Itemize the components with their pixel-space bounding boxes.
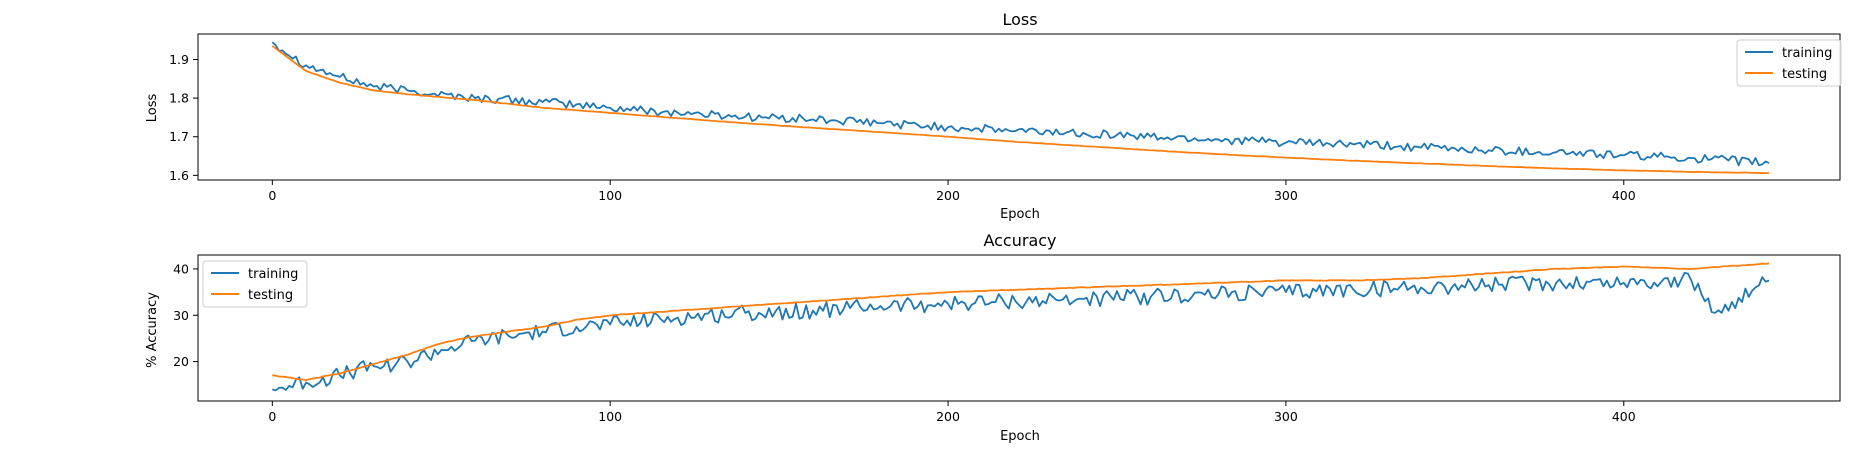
accuracy-xtick-label: 300 — [1274, 409, 1298, 424]
accuracy-legend: training testing — [202, 260, 308, 308]
loss-series-lines — [271, 41, 1770, 175]
accuracy-xtick-label: 100 — [598, 409, 622, 424]
accuracy-axes-frame — [197, 254, 1841, 402]
accuracy-legend-testing-label: testing — [248, 288, 293, 303]
loss-legend-training-label: training — [1782, 46, 1832, 61]
loss-yaxis-ticks: 1.6 1.7 1.8 1.9 — [169, 52, 198, 183]
loss-xtick-label: 200 — [936, 188, 960, 203]
loss-ytick-label: 1.7 — [169, 129, 189, 144]
loss-subplot: 0 100 200 300 400 1.6 1.7 1.8 1.9 Loss Epoch Lo… — [145, 10, 1842, 222]
accuracy-yaxis-ticks: 20 30 40 — [173, 261, 198, 369]
loss-series-testing — [271, 45, 1770, 175]
accuracy-series-testing — [272, 262, 1770, 382]
loss-y-axis-label: Loss — [145, 94, 160, 123]
loss-ytick-label: 1.9 — [169, 52, 189, 67]
accuracy-xaxis-ticks: 0 100 200 300 400 — [268, 401, 1636, 424]
loss-series-training — [271, 41, 1770, 167]
loss-ytick-label: 1.6 — [169, 168, 189, 183]
accuracy-xtick-label: 200 — [936, 409, 960, 424]
accuracy-subplot: 0 100 200 300 400 20 30 40 Accuracy Epoch % Ac… — [145, 231, 1841, 444]
loss-xtick-label: 0 — [268, 188, 276, 203]
accuracy-chart-title: Accuracy — [983, 231, 1056, 250]
accuracy-xtick-label: 0 — [268, 409, 276, 424]
loss-x-axis-label: Epoch — [1000, 207, 1040, 222]
accuracy-ytick-label: 30 — [173, 308, 189, 323]
loss-xaxis-ticks: 0 100 200 300 400 — [268, 180, 1636, 203]
accuracy-y-axis-label: % Accuracy — [145, 292, 160, 368]
accuracy-series-training — [272, 272, 1770, 392]
loss-chart-title: Loss — [1002, 10, 1037, 29]
accuracy-series-lines — [272, 262, 1770, 392]
loss-xtick-label: 400 — [1612, 188, 1636, 203]
accuracy-ytick-label: 40 — [173, 261, 189, 276]
accuracy-ytick-label: 20 — [173, 354, 189, 369]
loss-xtick-label: 100 — [598, 188, 622, 203]
loss-ytick-label: 1.8 — [169, 91, 189, 106]
loss-legend-testing-label: testing — [1782, 67, 1827, 82]
loss-xtick-label: 300 — [1274, 188, 1298, 203]
accuracy-x-axis-label: Epoch — [1000, 429, 1040, 444]
accuracy-xtick-label: 400 — [1612, 409, 1636, 424]
loss-axes-frame — [197, 33, 1841, 181]
loss-legend: training testing — [1736, 39, 1842, 87]
accuracy-legend-training-label: training — [248, 267, 298, 282]
